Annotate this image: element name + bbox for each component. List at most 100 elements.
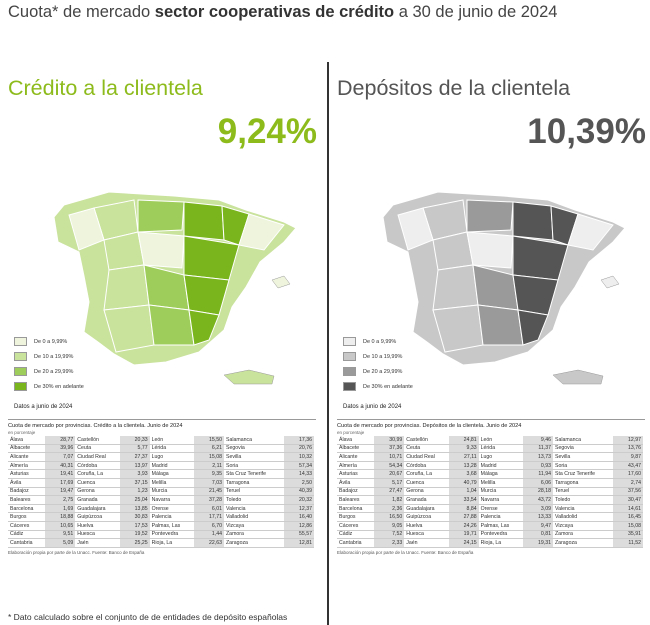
share-value: 9,51 bbox=[45, 530, 76, 540]
province-name: Segovia bbox=[224, 444, 284, 454]
province-name: Guipúzcoa bbox=[404, 512, 449, 522]
share-value: 9,35 bbox=[194, 469, 225, 479]
province-name: Pontevedra bbox=[149, 530, 195, 540]
panel: Crédito a la clientela 9,24% De 0 a 9,99% D… bbox=[6, 62, 321, 602]
share-value: 27,11 bbox=[448, 452, 479, 462]
share-value: 9,87 bbox=[613, 452, 643, 462]
province-name: Zamora bbox=[224, 530, 284, 540]
province-name: Alicante bbox=[8, 452, 46, 462]
share-value: 13,97 bbox=[119, 461, 150, 471]
share-value: 11,37 bbox=[523, 444, 554, 454]
province-name: Ceuta bbox=[75, 444, 120, 454]
province-name: Sta Cruz Tenerife bbox=[224, 469, 284, 479]
legend-label: De 0 a 9,99% bbox=[363, 338, 397, 345]
province-name: Pontevedra bbox=[478, 530, 524, 540]
date-note: Datos a junio de 2024 bbox=[14, 404, 73, 410]
balearic-islands bbox=[600, 275, 620, 289]
map-box bbox=[6, 170, 318, 415]
legend-swatch bbox=[14, 352, 27, 361]
panel-total: 9,24% bbox=[217, 112, 317, 151]
title-suffix: a 30 de junio de 2024 bbox=[394, 3, 558, 21]
legend-item: De 0 a 9,99% bbox=[343, 334, 413, 349]
share-value: 6,21 bbox=[194, 444, 225, 454]
share-value: 30,99 bbox=[374, 436, 405, 445]
map-group bbox=[53, 191, 297, 385]
panel-total: 10,39% bbox=[527, 112, 646, 151]
province-name: Burgos bbox=[337, 512, 375, 522]
province-name: Gerona bbox=[404, 487, 449, 497]
province-name: Cantabria bbox=[337, 538, 375, 548]
share-value: 27,37 bbox=[119, 452, 150, 462]
share-value: 1,82 bbox=[374, 495, 405, 505]
footnote: * Dato calculado sobre el conjunto de de… bbox=[8, 612, 288, 622]
table-row: Almería 54,34 Córdoba 13,28 Madrid 0,93 Soria 4… bbox=[337, 461, 643, 471]
province-name: Ávila bbox=[337, 478, 375, 488]
province-name: Navarra bbox=[149, 495, 195, 505]
table-row: Burgos 16,50 Guipúzcoa 27,88 Palencia 13,33 Va… bbox=[337, 512, 643, 522]
province-name: Zaragoza bbox=[553, 538, 613, 548]
share-value: 12,81 bbox=[284, 538, 314, 548]
province-name: Málaga bbox=[149, 469, 195, 479]
province-name: Albacete bbox=[337, 444, 375, 454]
province bbox=[466, 231, 514, 269]
legend-item: De 10 a 19,99% bbox=[343, 349, 413, 364]
share-value: 20,32 bbox=[284, 495, 314, 505]
province-name: Barcelona bbox=[337, 504, 375, 514]
province-name: Valencia bbox=[224, 504, 284, 514]
map bbox=[382, 191, 626, 385]
share-value: 1,44 bbox=[194, 530, 225, 540]
province-table: Álava 28,77 Castellón 20,33 León 15,50 Salaman… bbox=[8, 436, 314, 548]
province-name: Ceuta bbox=[404, 444, 449, 454]
province-name: Castellón bbox=[75, 436, 120, 445]
map bbox=[53, 191, 297, 385]
province-name: Navarra bbox=[478, 495, 524, 505]
province-name: Palmas, Las bbox=[478, 521, 524, 531]
share-value: 28,18 bbox=[523, 487, 554, 497]
province bbox=[148, 304, 195, 346]
legend-swatch bbox=[343, 367, 356, 376]
table-row: Alicante 7,07 Ciudad Real 27,37 Lugo 15,08 Sev… bbox=[8, 452, 314, 462]
province-name: Sevilla bbox=[553, 452, 613, 462]
province-name: Huelva bbox=[404, 521, 449, 531]
share-value: 6,06 bbox=[523, 478, 554, 488]
province-name: Málaga bbox=[478, 469, 524, 479]
province bbox=[567, 213, 614, 251]
share-value: 13,85 bbox=[119, 504, 150, 514]
table-box: Cuota de mercado por provincias. Depósit… bbox=[337, 419, 645, 565]
share-value: 1,23 bbox=[119, 487, 150, 497]
share-value: 40,39 bbox=[284, 487, 314, 497]
share-value: 18,88 bbox=[45, 512, 76, 522]
share-value: 21,45 bbox=[194, 487, 225, 497]
share-value: 5,77 bbox=[119, 444, 150, 454]
share-value: 6,70 bbox=[194, 521, 225, 531]
share-value: 3,09 bbox=[523, 504, 554, 514]
province-name: Guipúzcoa bbox=[75, 512, 120, 522]
share-value: 27,47 bbox=[374, 487, 405, 497]
table-row: Cantabria 5,09 Jaén 25,25 Rioja, La 22,63 Zara… bbox=[8, 538, 314, 548]
legend-swatch bbox=[14, 367, 27, 376]
share-value: 19,71 bbox=[448, 530, 479, 540]
province-name: Orense bbox=[149, 504, 195, 514]
province-name: Asturias bbox=[337, 469, 375, 479]
province bbox=[137, 199, 185, 233]
province-name: Ciudad Real bbox=[75, 452, 120, 462]
table-row: Asturias 19,41 Coruña, La 3,93 Málaga 9,35 Sta… bbox=[8, 469, 314, 479]
legend-item: De 20 a 29,99% bbox=[343, 364, 413, 379]
province bbox=[477, 304, 524, 346]
legend: De 0 a 9,99% De 10 a 19,99% De 20 a 29,99%… bbox=[14, 334, 84, 394]
share-value: 5,17 bbox=[374, 478, 405, 488]
date-note: Datos a junio de 2024 bbox=[343, 404, 402, 410]
share-value: 7,07 bbox=[45, 452, 76, 462]
share-value: 9,47 bbox=[523, 521, 554, 531]
province-name: León bbox=[149, 436, 195, 445]
province-name: Granada bbox=[75, 495, 120, 505]
province bbox=[188, 309, 220, 346]
legend-swatch bbox=[343, 337, 356, 346]
share-value: 17,60 bbox=[613, 469, 643, 479]
table-row: Barcelona 2,36 Guadalajara 8,84 Orense 3,09 Va… bbox=[337, 504, 643, 514]
province-name: Toledo bbox=[224, 495, 284, 505]
province-name: Vizcaya bbox=[553, 521, 613, 531]
share-value: 40,31 bbox=[45, 461, 76, 471]
share-value: 10,71 bbox=[374, 452, 405, 462]
table-row: Álava 28,77 Castellón 20,33 León 15,50 Salaman… bbox=[8, 436, 314, 445]
